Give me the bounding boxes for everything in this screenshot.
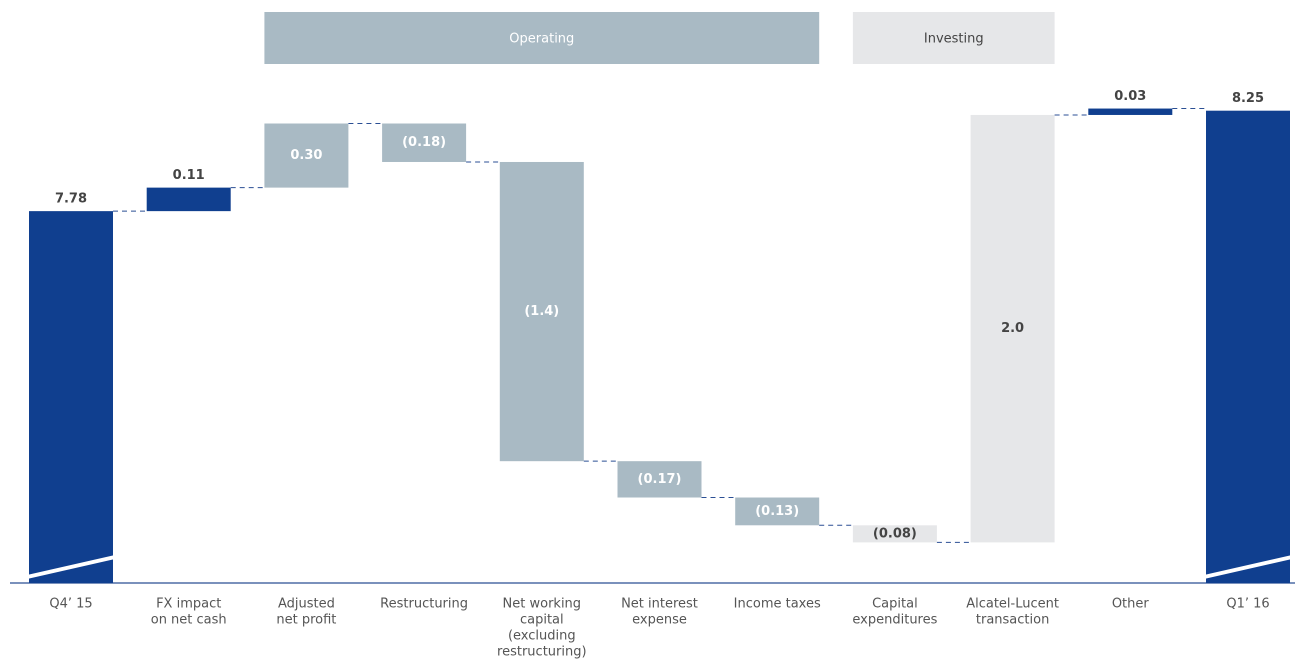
x-tick-label: capital [520, 613, 564, 628]
x-tick-label: (excluding [508, 629, 576, 644]
bar [1206, 110, 1290, 583]
x-tick-label: Alcatel-Lucent [966, 597, 1059, 612]
value-label: 0.03 [1114, 89, 1146, 104]
value-label: 2.0 [1001, 321, 1024, 336]
x-tick-label: on net cash [151, 613, 227, 628]
value-label: (0.17) [638, 472, 682, 487]
bar [970, 114, 1055, 543]
axis-break [27, 555, 115, 579]
x-tick-label: Adjusted [278, 597, 335, 612]
x-tick-label: restructuring) [497, 645, 587, 660]
axis-break [1204, 555, 1292, 579]
bar [617, 461, 702, 498]
value-label: 7.78 [55, 192, 87, 207]
value-label: 0.30 [290, 148, 322, 163]
x-tick-label: Net working [503, 597, 582, 612]
value-label: (1.4) [524, 304, 559, 319]
x-tick-label: Net interest [621, 597, 698, 612]
bar [29, 211, 113, 583]
x-tick-label: FX impact [156, 597, 221, 612]
value-label: (0.18) [402, 135, 446, 150]
bar [264, 123, 349, 188]
bar [146, 187, 231, 212]
value-label: (0.08) [873, 526, 917, 541]
group-band [852, 12, 1055, 64]
x-tick-label: expenditures [852, 613, 937, 628]
x-tick-label: Income taxes [734, 597, 821, 612]
value-label: 0.11 [173, 168, 205, 183]
x-tick-label: Restructuring [380, 597, 468, 612]
group-band [264, 12, 820, 64]
group-label: Investing [924, 32, 984, 47]
x-tick-label: expense [632, 613, 687, 628]
bar [1088, 108, 1173, 115]
bar [499, 161, 584, 462]
x-tick-label: Q1’ 16 [1226, 597, 1269, 612]
x-tick-label: Other [1112, 597, 1150, 612]
group-label: Operating [509, 32, 574, 47]
value-label: (0.13) [755, 504, 799, 519]
bar [735, 497, 820, 526]
bar [382, 123, 467, 162]
x-tick-label: Q4’ 15 [49, 597, 92, 612]
bar [852, 525, 937, 543]
x-tick-label: Capital [872, 597, 918, 612]
x-tick-label: net profit [276, 613, 336, 628]
value-label: 8.25 [1232, 91, 1264, 106]
x-tick-label: transaction [976, 613, 1049, 628]
